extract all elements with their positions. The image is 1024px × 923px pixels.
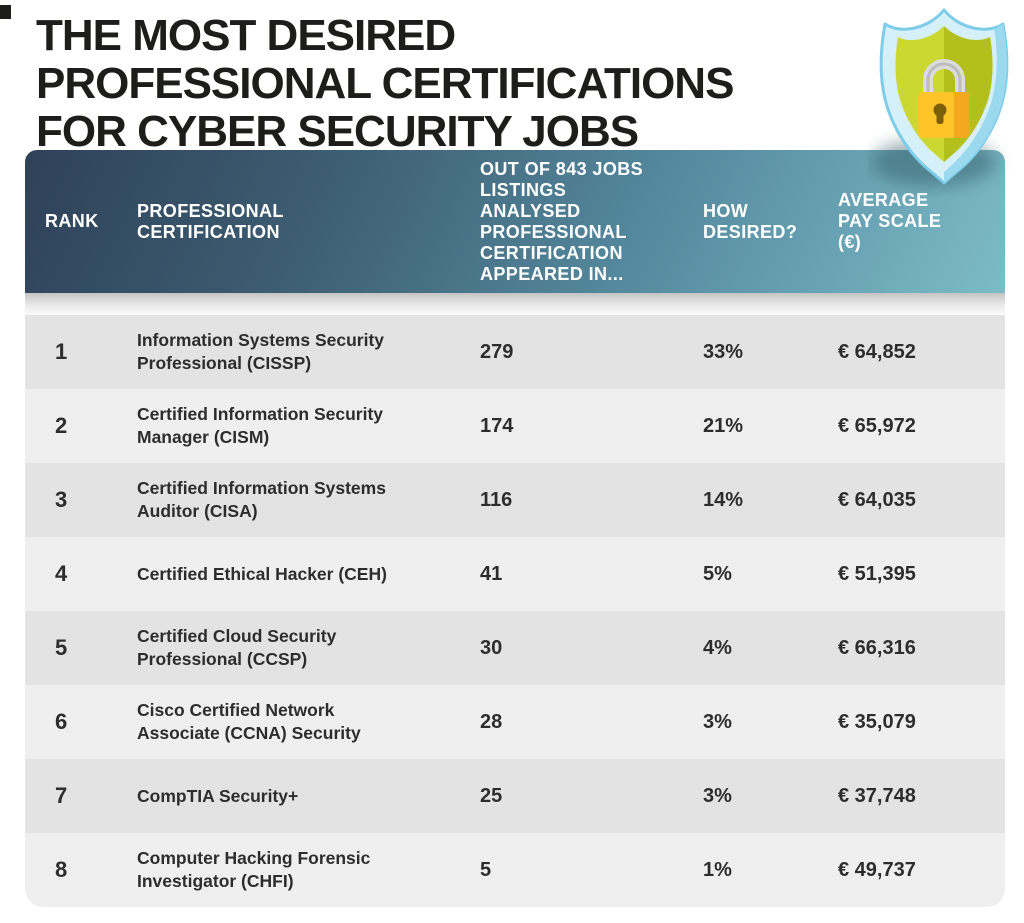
table-row: 5 Certified Cloud Security Professional (… (25, 611, 1005, 685)
shield-lock-icon (868, 4, 1020, 196)
table-row: 7 CompTIA Security+ 25 3% € 37,748 (25, 759, 1005, 833)
cell-appeared: 30 (480, 636, 503, 659)
cell-desired: 21% (703, 414, 744, 437)
cell-pay: € 35,079 (838, 710, 916, 733)
cell-rank: 6 (55, 709, 68, 734)
cropped-edge-artifact (0, 5, 11, 19)
padlock-body-shade (954, 92, 970, 138)
cell-pay: € 37,748 (838, 784, 916, 807)
cell-rank: 7 (55, 783, 68, 808)
cell-rank: 1 (55, 339, 68, 364)
cell-appeared: 116 (480, 488, 513, 511)
shield-depth (944, 24, 1007, 183)
cell-cert: Information Systems Security Professiona… (137, 330, 385, 373)
page-title: THE MOST DESIRED PROFESSIONAL CERTIFICAT… (36, 12, 886, 156)
cell-appeared: 5 (480, 858, 492, 881)
table-row: 4 Certified Ethical Hacker (CEH) 41 5% € 51,… (25, 537, 1005, 611)
cell-desired: 3% (703, 710, 732, 733)
table-body: 1 Information Systems Security Profession… (25, 315, 1005, 907)
cell-desired: 33% (703, 340, 744, 363)
keyhole-slot (936, 110, 944, 124)
cell-pay: € 65,972 (838, 414, 916, 437)
column-header-appeared-in: OUT OF 843 JOBS LISTINGS ANALYSED PROFES… (480, 158, 644, 284)
cell-appeared: 174 (480, 414, 514, 437)
cell-pay: € 51,395 (838, 562, 916, 585)
cell-rank: 2 (55, 413, 68, 438)
title-line-2: PROFESSIONAL CERTIFICATIONS (36, 59, 734, 108)
title-line-1: THE MOST DESIRED (36, 11, 456, 60)
cell-desired: 3% (703, 784, 732, 807)
cell-appeared: 25 (480, 784, 503, 807)
cell-cert: Cisco Certified Network Associate (CCNA)… (137, 700, 361, 743)
cell-cert: Certified Information Security Manager (… (137, 404, 384, 447)
cell-desired: 1% (703, 858, 732, 881)
padlock-shackle-shade (926, 62, 962, 94)
cell-rank: 5 (55, 635, 68, 660)
cell-pay: € 66,316 (838, 636, 916, 659)
column-header-pay-scale: AVERAGE PAY SCALE (€) (838, 190, 942, 252)
table-row: 1 Information Systems Security Profession… (25, 315, 1005, 389)
column-header-rank: RANK (45, 211, 99, 231)
cell-cert: Certified Ethical Hacker (CEH) (137, 563, 387, 584)
cell-cert: Certified Information Systems Auditor (C… (137, 478, 386, 521)
cell-desired: 14% (703, 488, 744, 511)
cell-appeared: 279 (480, 340, 514, 363)
header-shadow-band (25, 293, 1005, 315)
cell-cert: CompTIA Security+ (137, 785, 299, 806)
table-row: 2 Certified Information Security Manager … (25, 389, 1005, 463)
title-line-3: FOR CYBER SECURITY JOBS (36, 107, 639, 156)
cell-desired: 4% (703, 636, 732, 659)
column-header-certification: PROFESSIONAL CERTIFICATION (137, 200, 284, 242)
certifications-table: RANK PROFESSIONAL CERTIFICATION OUT OF 8… (25, 150, 1005, 907)
column-header-how-desired: HOW DESIRED? (703, 200, 798, 242)
cell-rank: 8 (55, 857, 68, 882)
cell-pay: € 64,035 (838, 488, 916, 511)
table-row: 8 Computer Hacking Forensic Investigator … (25, 833, 1005, 907)
cell-appeared: 28 (480, 710, 503, 733)
cell-appeared: 41 (480, 562, 503, 585)
cell-pay: € 49,737 (838, 858, 916, 881)
cell-desired: 5% (703, 562, 732, 585)
cell-rank: 4 (55, 561, 68, 586)
table-header: RANK PROFESSIONAL CERTIFICATION OUT OF 8… (25, 150, 1005, 293)
cell-rank: 3 (55, 487, 68, 512)
cell-cert: Computer Hacking Forensic Investigator (… (137, 848, 371, 891)
table-row: 3 Certified Information Systems Auditor (… (25, 463, 1005, 537)
cell-pay: € 64,852 (838, 340, 916, 363)
cell-cert: Certified Cloud Security Professional (C… (137, 626, 337, 669)
table-row: 6 Cisco Certified Network Associate (CCNA… (25, 685, 1005, 759)
